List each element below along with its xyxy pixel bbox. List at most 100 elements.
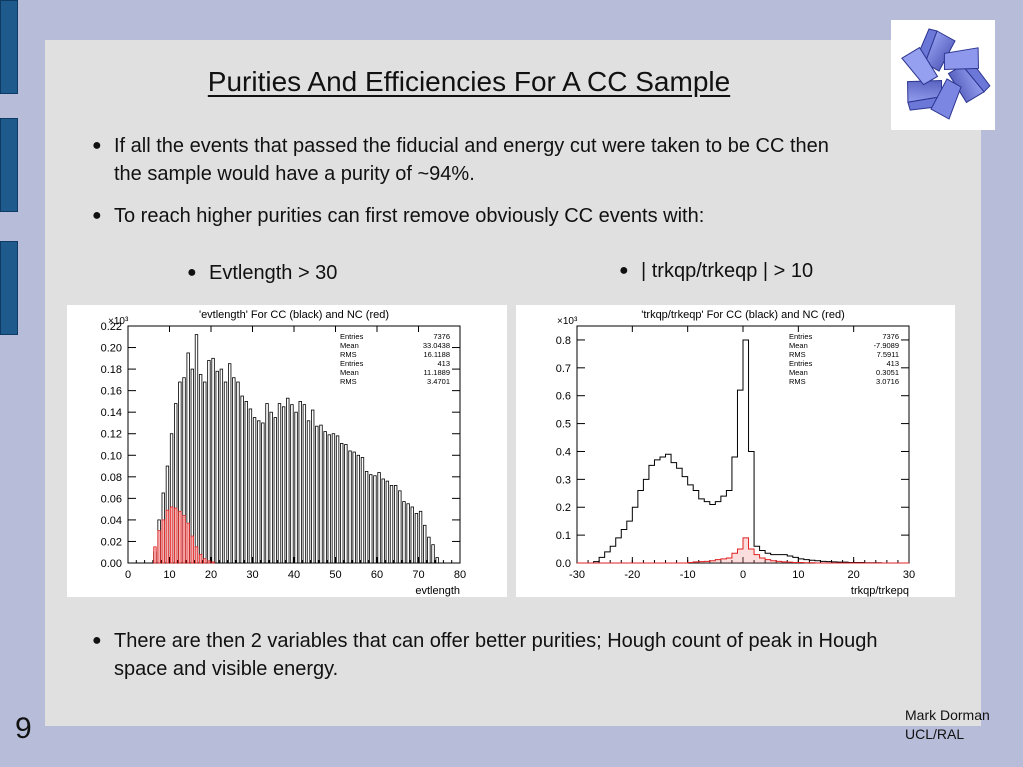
bullet-dot: ● [619,262,629,279]
y-tick-label: 0.20 [101,343,122,355]
y-tick-label: 0.6 [556,391,571,403]
cc-bar [257,420,261,564]
cc-bar [236,381,240,564]
side-tab-3 [0,241,18,335]
x-tick-label: 80 [454,569,466,581]
cc-bar [223,381,228,564]
cc-bar [244,401,248,564]
y-tick-label: 0.06 [101,493,122,505]
y-tick-label: 0.7 [556,363,571,375]
cc-bar [393,485,398,564]
stats-value: 3.4701 [427,377,450,386]
side-tab-1 [0,0,18,94]
sub-bullet-trkqp: ● | trkqp/trkeqp | > 10 [619,257,941,285]
stats-label: RMS [340,377,357,386]
y-tick-label: 0.08 [101,472,122,484]
y-tick-label: 0.14 [101,407,122,419]
star-of-david-3d-logo-icon [896,28,997,122]
y-tick-label: 0.1 [556,530,571,542]
bullet-purity: ● If all the events that passed the fidu… [92,132,834,188]
nc-bar [165,509,170,564]
sub-bullet-evtlength-text: Evtlength > 30 [209,262,338,284]
cc-series-line [577,339,909,564]
stats-value: 7376 [882,332,899,341]
evtlength-histogram-svg: 'evtlength' For CC (black) and NC (red) ×… [101,309,467,597]
stats-value: 11.1889 [423,368,450,377]
nc-bar [203,558,207,564]
cc-bar [435,557,439,564]
nc-bar [186,522,190,564]
bullet-dot: ● [92,632,102,649]
cc-bar [340,443,344,564]
x-tick-label: 0 [125,569,131,581]
cc-bar [356,454,360,564]
nc-bar [157,530,161,564]
cc-bar [381,478,385,564]
stats-label: RMS [789,377,806,386]
nc-bar [207,560,211,564]
cc-bar [315,425,319,564]
nc-bar [153,546,157,564]
slide-number: 9 [15,712,32,745]
cc-bar [410,506,414,564]
evtlength-histogram: 'evtlength' For CC (black) and NC (red) ×… [67,305,507,597]
x-tick-label: 20 [848,569,860,581]
stats-label: Mean [340,341,359,350]
stats-value: 33.0438 [423,341,450,350]
x-tick-label: 0 [740,569,746,581]
cc-bar [294,411,298,564]
slide-title: Purities And Efficiencies For A CC Sampl… [207,66,731,97]
stats-label: RMS [789,350,806,359]
cc-bar [319,424,323,564]
y-tick-label: 0.22 [101,321,122,333]
stats-value: -7.9089 [874,341,899,350]
cc-bar [240,395,244,564]
y-tick-label: 0.5 [556,419,571,431]
y-tick-label: 0.16 [101,386,122,398]
cc-bar [269,411,273,564]
cc-bar [273,417,278,564]
cc-bar [327,434,331,564]
x-tick-label: -20 [624,569,640,581]
x-tick-label: 50 [329,569,341,581]
x-axis-label: trkqp/trkepq [851,585,909,597]
cc-bar [377,472,381,564]
trkqp-histogram: 'trkqp/trkeqp' For CC (black) and NC (re… [516,305,955,597]
nc-bar [198,553,203,564]
y-tick-label: 0.12 [101,429,122,441]
bullet-hough: ● There are then 2 variables that can of… [92,627,914,683]
x-tick-label: 30 [903,569,915,581]
footer-credit: Mark Dorman UCL/RAL [905,706,990,744]
cc-bar [207,360,211,564]
cc-bar [277,403,282,564]
stats-value: 0.3051 [876,368,899,377]
nc-bar [161,519,165,564]
logo [891,20,997,130]
cc-bar [252,417,257,564]
cc-bar [427,536,431,564]
nc-series-line [577,537,909,564]
stats-label: Mean [789,368,808,377]
cc-bar [261,422,265,564]
cc-bar [418,510,423,564]
cc-bar [265,403,269,564]
cc-bar [219,368,224,564]
cc-bar [364,471,369,564]
cc-bar [331,433,336,564]
x-tick-label: 10 [163,569,175,581]
nc-bar [178,510,182,564]
cc-bar [281,406,286,564]
y-tick-label: 0.18 [101,364,122,376]
cc-bar [310,409,315,564]
cc-bar [198,374,203,564]
cc-bar [323,431,327,564]
footer-affiliation: UCL/RAL [905,726,965,742]
x-tick-label: 30 [246,569,258,581]
cc-bar [215,370,219,564]
cc-bar [302,404,307,564]
cc-bar [248,408,253,564]
cc-bar [286,397,290,564]
stats-label: Entries [789,359,813,368]
cc-bar [232,377,236,564]
stats-value: 16.1188 [423,350,450,359]
